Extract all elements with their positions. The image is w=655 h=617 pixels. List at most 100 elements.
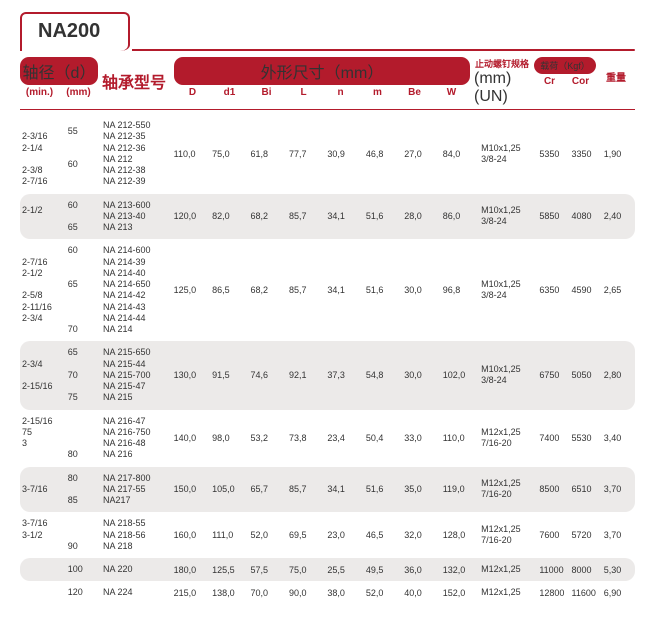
cell-dim-Be: 30,0: [402, 239, 440, 341]
cell-dim-n: 23,0: [325, 512, 363, 558]
cell-dim-n: 30,9: [325, 114, 363, 194]
spec-table-body: 2-3/162-1/4 2-3/82-7/1655 60 NA 212-550N…: [20, 114, 635, 605]
product-tab: NA200: [20, 12, 130, 51]
cell-dim-Bi: 65,7: [249, 467, 287, 513]
cell-dim-L: 69,5: [287, 512, 325, 558]
cell-shaft-mm: 120: [66, 581, 101, 604]
cell-dim-m: 52,0: [364, 581, 402, 604]
cell-load-cr: 6350: [537, 239, 569, 341]
cell-dim-m: 46,8: [364, 114, 402, 194]
hdr-load-cr: Cr: [534, 76, 565, 87]
header-divider: [20, 109, 635, 110]
cell-model: NA 212-550NA 212-35NA 212-36NA 212NA 212…: [101, 114, 172, 194]
hdr-shaft-pill: 轴径（d）: [20, 57, 98, 85]
cell-shaft-mm: 80 85: [66, 467, 101, 513]
cell-model: NA 224: [101, 581, 172, 604]
cell-dim-D: 120,0: [172, 194, 210, 240]
cell-shaft-min: [20, 581, 66, 604]
cell-weight: 2,40: [602, 194, 635, 240]
cell-shaft-mm: 90: [66, 512, 101, 558]
cell-dim-Be: 35,0: [402, 467, 440, 513]
hdr-dim-d1: d1: [211, 87, 248, 98]
cell-dim-D: 110,0: [172, 114, 210, 194]
cell-shaft-mm: 60 65 70: [66, 239, 101, 341]
hdr-dim-L: L: [285, 87, 322, 98]
cell-dim-d1: 75,0: [210, 114, 248, 194]
cell-dim-W: 152,0: [441, 581, 479, 604]
cell-weight: 6,90: [602, 581, 635, 604]
cell-weight: 3,70: [602, 512, 635, 558]
cell-load-cor: 8000: [570, 558, 602, 581]
cell-dim-D: 180,0: [172, 558, 210, 581]
hdr-weight-label: 重量: [600, 69, 632, 84]
cell-load-cor: 5050: [570, 341, 602, 409]
cell-dim-Bi: 68,2: [249, 239, 287, 341]
cell-dim-n: 25,5: [325, 558, 363, 581]
cell-dim-m: 49,5: [364, 558, 402, 581]
cell-screw: M10x1,253/8-24: [479, 341, 537, 409]
cell-model: NA 218-55NA 218-56NA 218: [101, 512, 172, 558]
table-row: 3-7/16 80 85NA 217-800NA 217-55NA217150,…: [20, 467, 635, 513]
cell-dim-Be: 27,0: [402, 114, 440, 194]
cell-weight: 3,70: [602, 467, 635, 513]
cell-dim-d1: 98,0: [210, 410, 248, 467]
cell-shaft-min: [20, 558, 66, 581]
cell-load-cor: 4080: [570, 194, 602, 240]
cell-dim-D: 140,0: [172, 410, 210, 467]
cell-dim-n: 34,1: [325, 239, 363, 341]
cell-dim-W: 132,0: [441, 558, 479, 581]
table-row: 3-7/163-1/2 90NA 218-55NA 218-56NA 21816…: [20, 512, 635, 558]
table-row: 2-1/2 60 65NA 213-600NA 213-40NA 213120,…: [20, 194, 635, 240]
cell-load-cor: 4590: [570, 239, 602, 341]
cell-screw: M12x1,25: [479, 558, 537, 581]
cell-dim-n: 23,4: [325, 410, 363, 467]
table-row: 2-7/162-1/2 2-5/82-11/162-3/4 60 65 70NA…: [20, 239, 635, 341]
cell-shaft-min: 2-15/16753: [20, 410, 66, 467]
cell-dim-n: 34,1: [325, 467, 363, 513]
header-row: 轴径（d） (min.) (mm) 轴承型号 外形尺寸（mm） D d1 Bi …: [20, 57, 635, 106]
cell-load-cor: 5530: [570, 410, 602, 467]
cell-load-cr: 12800: [537, 581, 569, 604]
table-row: 120NA 224215,0138,070,090,038,052,040,01…: [20, 581, 635, 604]
cell-dim-Bi: 52,0: [249, 512, 287, 558]
hdr-shaft: 轴径（d） (min.) (mm): [20, 57, 98, 98]
cell-model: NA 216-47NA 216-750NA 216-48NA 216: [101, 410, 172, 467]
cell-dim-m: 46,5: [364, 512, 402, 558]
cell-shaft-mm: 65 70 75: [66, 341, 101, 409]
cell-dim-D: 160,0: [172, 512, 210, 558]
cell-shaft-mm: 80: [66, 410, 101, 467]
cell-load-cor: 6510: [570, 467, 602, 513]
cell-model: NA 214-600NA 214-39NA 214-40NA 214-650NA…: [101, 239, 172, 341]
cell-weight: 2,65: [602, 239, 635, 341]
hdr-weight: 重量: [600, 57, 632, 84]
cell-model: NA 220: [101, 558, 172, 581]
cell-dim-L: 77,7: [287, 114, 325, 194]
hdr-dim-Be: Be: [396, 87, 433, 98]
hdr-shaft-subs: (min.) (mm): [20, 87, 98, 98]
hdr-dim-W: W: [433, 87, 470, 98]
cell-weight: 2,80: [602, 341, 635, 409]
cell-dim-W: 110,0: [441, 410, 479, 467]
cell-load-cr: 11000: [537, 558, 569, 581]
cell-dim-Bi: 61,8: [249, 114, 287, 194]
cell-dim-L: 73,8: [287, 410, 325, 467]
cell-dim-Be: 32,0: [402, 512, 440, 558]
cell-dim-Be: 28,0: [402, 194, 440, 240]
cell-weight: 1,90: [602, 114, 635, 194]
hdr-dim-m: m: [359, 87, 396, 98]
cell-dim-m: 51,6: [364, 239, 402, 341]
hdr-screw: 止动螺钉规格 (mm) (UN): [474, 57, 530, 106]
cell-dim-W: 119,0: [441, 467, 479, 513]
cell-dim-W: 102,0: [441, 341, 479, 409]
cell-dim-m: 51,6: [364, 194, 402, 240]
cell-load-cr: 6750: [537, 341, 569, 409]
hdr-model-label: 轴承型号: [102, 69, 170, 93]
hdr-load-subs: Cr Cor: [534, 76, 596, 87]
cell-load-cor: 5720: [570, 512, 602, 558]
hdr-load: 载荷（Kgf） Cr Cor: [534, 57, 596, 87]
cell-shaft-min: 2-3/162-1/4 2-3/82-7/16: [20, 114, 66, 194]
hdr-dim-n: n: [322, 87, 359, 98]
cell-shaft-min: 2-7/162-1/2 2-5/82-11/162-3/4: [20, 239, 66, 341]
cell-shaft-min: 3-7/16: [20, 467, 66, 513]
cell-dim-d1: 138,0: [210, 581, 248, 604]
